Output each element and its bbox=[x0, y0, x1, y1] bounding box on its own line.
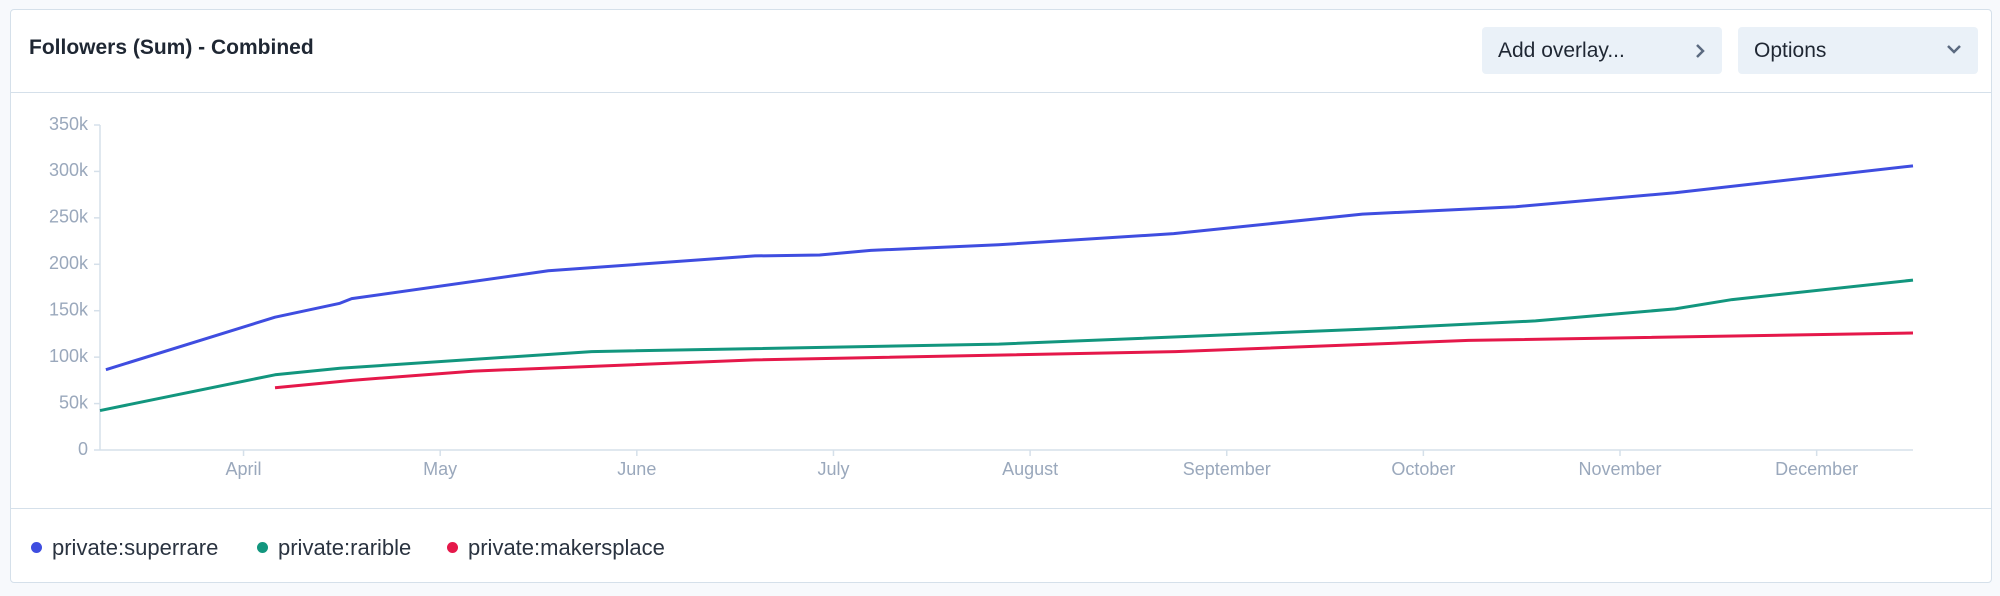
button-label: Add overlay... bbox=[1498, 39, 1625, 62]
legend-item: private:rarible bbox=[257, 535, 411, 561]
card-header: Followers (Sum) - Combined Add overlay..… bbox=[11, 10, 1991, 93]
card-title: Followers (Sum) - Combined bbox=[29, 36, 314, 59]
legend-dot bbox=[31, 542, 42, 553]
legend-label: private:makersplace bbox=[468, 535, 665, 560]
legend-item: private:superrare bbox=[31, 535, 218, 561]
options-button[interactable]: Options bbox=[1738, 27, 1978, 74]
card: Followers (Sum) - Combined Add overlay..… bbox=[10, 9, 1992, 583]
legend-dot bbox=[257, 542, 268, 553]
legend-label: private:rarible bbox=[278, 535, 412, 560]
button-label: Options bbox=[1754, 39, 1827, 62]
add-overlay-button[interactable]: Add overlay... bbox=[1482, 27, 1722, 74]
legend: private:superrare private:rarible private:… bbox=[11, 508, 1991, 582]
legend-label: private:superrare bbox=[52, 535, 219, 560]
chevron-right bbox=[1696, 44, 1705, 58]
legend-item: private:makersplace bbox=[447, 535, 665, 561]
chevron-down bbox=[1947, 45, 1961, 54]
legend-dot bbox=[447, 542, 458, 553]
